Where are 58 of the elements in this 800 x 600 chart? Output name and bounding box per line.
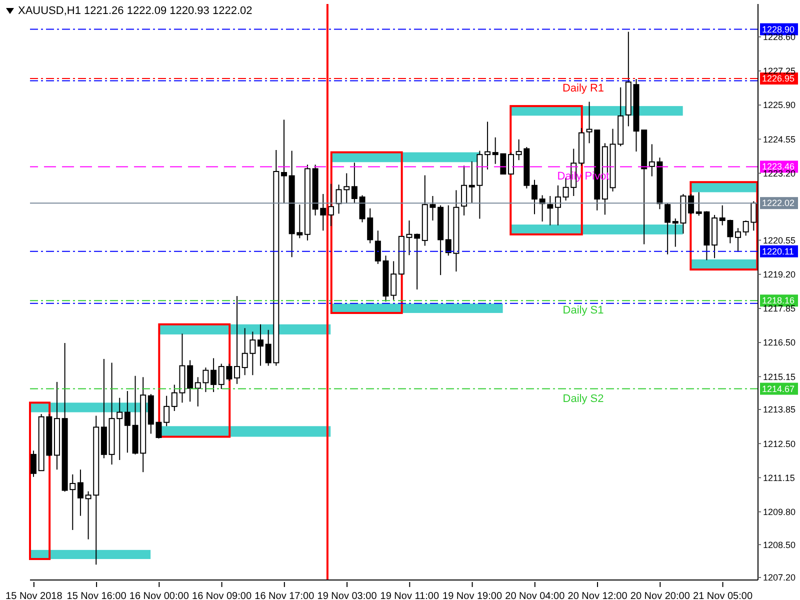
candlestick: [374, 230, 381, 264]
x-tick-label: 16 Nov 09:00: [192, 591, 252, 600]
y-tick-label: 1228.60: [763, 32, 796, 42]
y-tick-label: 1208.50: [763, 540, 796, 550]
y-tick-label: 1213.85: [763, 404, 796, 415]
candlestick: [124, 390, 130, 454]
candlestick: [234, 296, 240, 384]
x-tick-label: 20 Nov 04:00: [505, 591, 566, 600]
x-tick-label: 16 Nov 17:00: [254, 591, 315, 600]
annotation: Daily R1: [562, 82, 604, 95]
x-tick-label: 15 Nov 16:00: [66, 591, 127, 600]
candlestick: [280, 119, 287, 204]
ref-line-label: 1226.95: [762, 74, 795, 84]
y-tick-label: 1217.85: [763, 304, 796, 314]
ref-line-label: 1218.16: [762, 296, 795, 306]
x-tick-label: 19 Nov 11:00: [380, 591, 440, 600]
candlestick: [414, 233, 420, 290]
y-tick-label: 1216.50: [763, 338, 796, 348]
candlestick: [554, 184, 561, 226]
candlestick: [664, 203, 671, 255]
y-tick-label: 1207.20: [763, 572, 796, 583]
x-tick-label: 21 Nov 05:00: [693, 591, 753, 600]
annotation: Daily S2: [562, 392, 604, 405]
candlestick: [77, 469, 84, 516]
x-tick-label: 19 Nov 03:00: [317, 591, 378, 600]
ref-line-label: 1222.02: [762, 198, 795, 208]
x-tick-label: 15 Nov 2018: [6, 591, 63, 600]
candlestick: [484, 121, 491, 170]
candlestick: [531, 179, 538, 215]
candlestick: [351, 162, 358, 204]
candlestick: [508, 152, 514, 175]
y-tick-label: 1225.90: [763, 100, 796, 110]
candlestick: [735, 228, 742, 252]
candlestick: [187, 360, 194, 402]
candlestick: [688, 193, 694, 215]
y-tick-label: 1224.55: [763, 134, 796, 144]
x-tick-label: 16 Nov 00:00: [129, 591, 190, 600]
y-tick-label: 1211.15: [763, 472, 795, 483]
candlestick: [258, 324, 264, 366]
y-tick-label: 1220.55: [763, 235, 796, 246]
candlestick: [461, 165, 468, 216]
annotation: Daily S1: [562, 304, 604, 317]
candlestick: [210, 358, 217, 393]
candlestick: [164, 395, 170, 427]
ref-line-label: 1220.11: [762, 246, 794, 256]
x-tick-label: 20 Nov 20:00: [630, 591, 690, 600]
x-tick-label: 19 Nov 19:00: [442, 591, 502, 600]
ref-line-label: 1214.67: [762, 384, 795, 394]
y-tick-label: 1219.20: [763, 270, 796, 280]
x-tick-label: 20 Nov 12:00: [568, 591, 628, 600]
chart-title: XAUUSD,H1 1221.26 1222.09 1220.93 1222.02: [18, 5, 252, 17]
candlestick: [30, 450, 36, 478]
y-tick-label: 1209.80: [763, 506, 796, 517]
candlestick: [547, 196, 554, 226]
y-tick-label: 1215.15: [763, 372, 796, 382]
candlestick: [328, 183, 334, 227]
ref-line-label: 1228.90: [762, 24, 795, 34]
y-tick-label: 1212.50: [763, 438, 796, 449]
